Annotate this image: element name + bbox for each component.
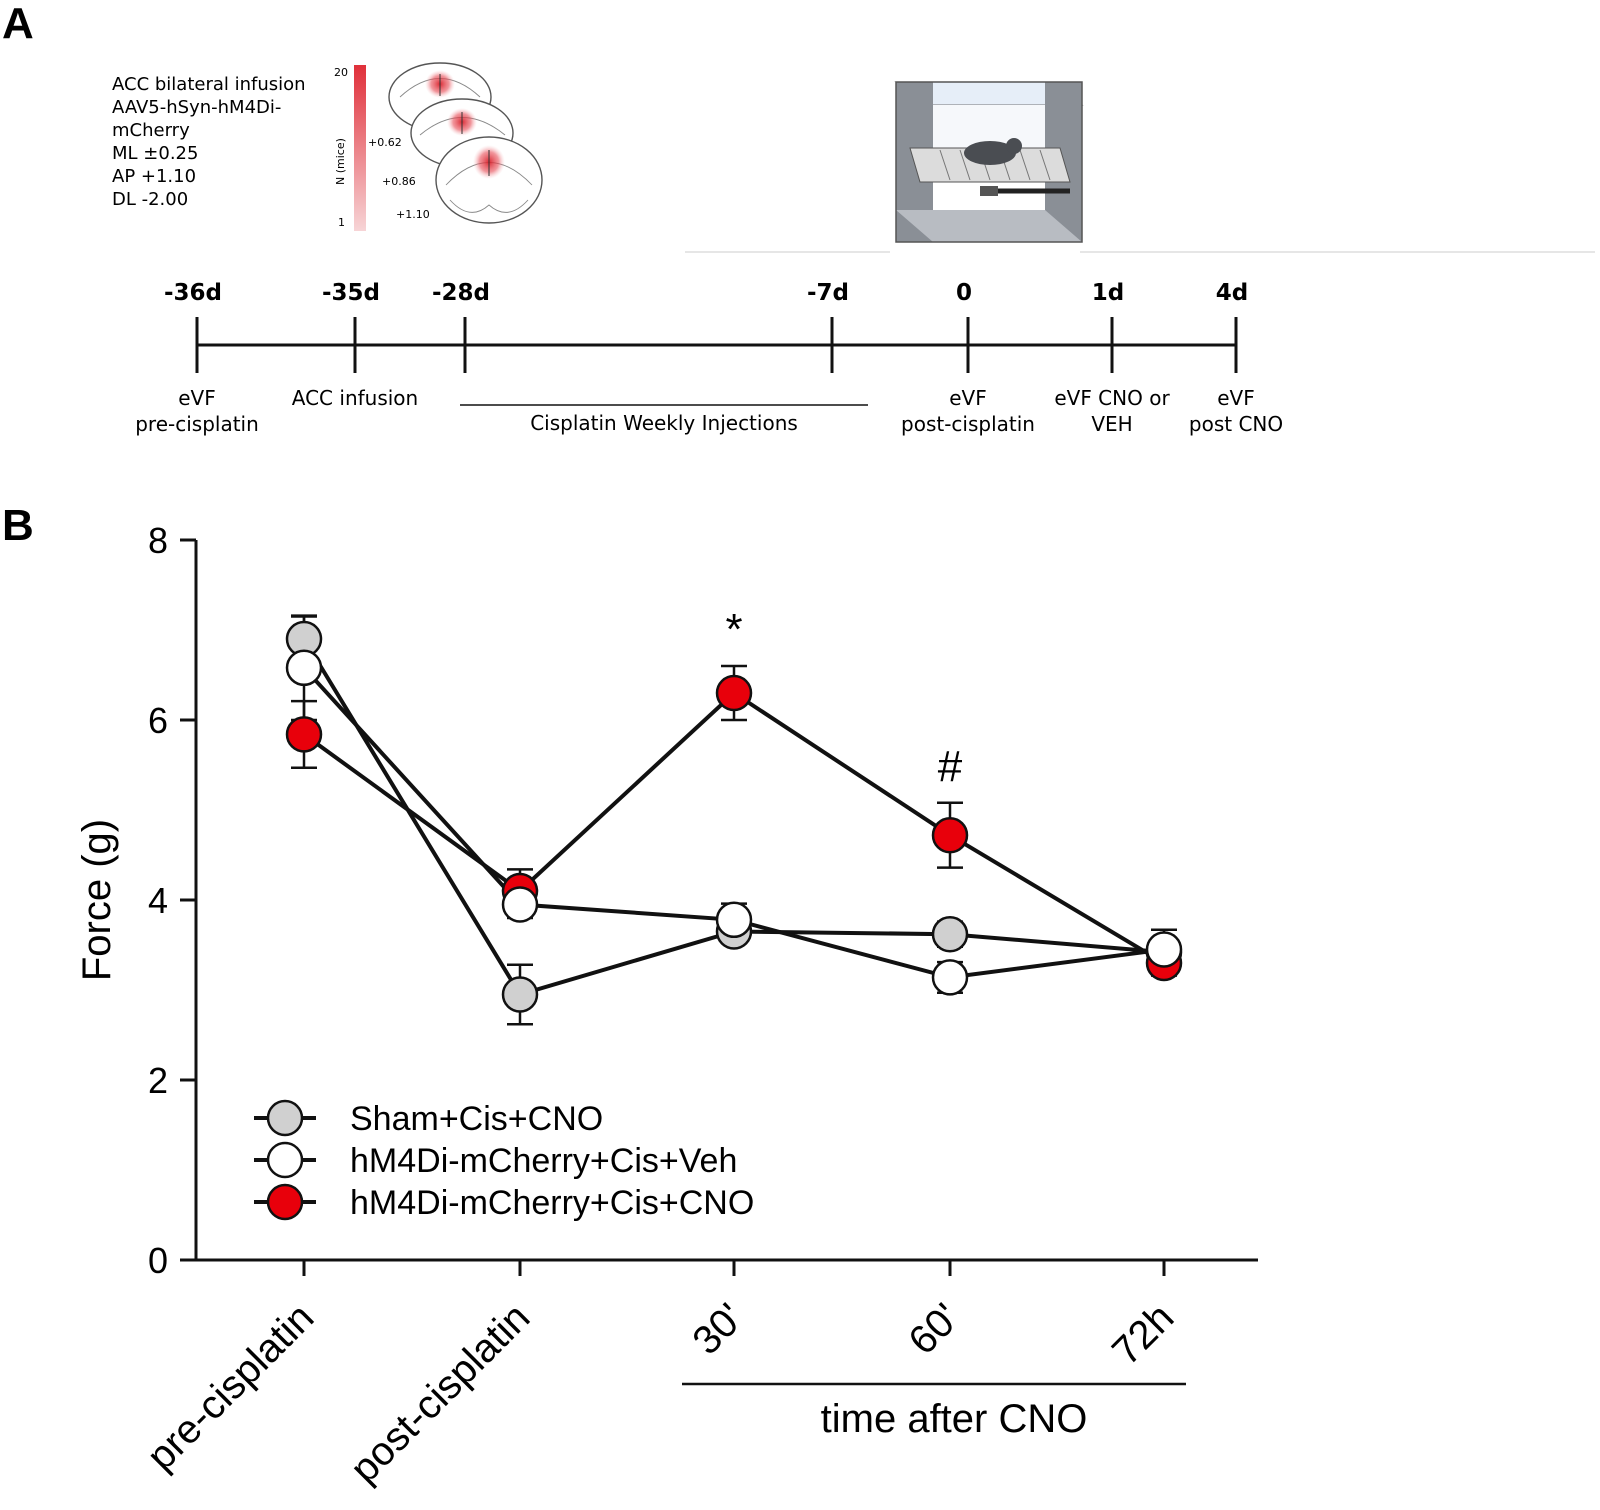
data-point — [285, 716, 323, 753]
line-chart: 0 2 4 6 8 Force (g) pre-cisplatin post-cisplati… — [75, 520, 1258, 1491]
x-group-label: time after CNO — [821, 1397, 1088, 1441]
timeline-event-label: eVF CNO or — [1054, 386, 1170, 410]
data-point — [715, 674, 753, 712]
legend-marker — [266, 1141, 304, 1179]
y-tick-label: 0 — [148, 1240, 168, 1281]
timeline-event-label: post CNO — [1189, 412, 1283, 436]
cisplatin-range-label: Cisplatin Weekly Injections — [530, 411, 798, 435]
timeline-event-label: eVF — [1217, 386, 1255, 410]
timeline-day-label: -35d — [322, 280, 380, 306]
protocol-line: ML ±0.25 — [112, 143, 198, 164]
protocol-line: AP +1.10 — [112, 166, 196, 187]
y-axis-label: Force (g) — [75, 819, 119, 981]
scale-axis-label: N (mice) — [334, 138, 347, 185]
significance-marker: # — [938, 742, 963, 791]
timeline-event-label: VEH — [1091, 412, 1132, 436]
significance-marker: * — [725, 605, 742, 654]
legend-label: hM4Di-mCherry+Cis+Veh — [350, 1142, 737, 1180]
legend-label: hM4Di-mCherry+Cis+CNO — [350, 1184, 754, 1222]
section-label: +1.10 — [396, 208, 430, 221]
x-tick-label: 72h — [1104, 1295, 1182, 1373]
heat-scale-bar — [354, 65, 366, 231]
timeline-day-label: -7d — [807, 280, 849, 306]
protocol-line: ACC bilateral infusion — [112, 74, 306, 95]
data-point — [931, 915, 969, 953]
data-point — [931, 959, 969, 996]
data-point — [1145, 931, 1183, 968]
timeline-event-label: eVF — [178, 386, 216, 410]
panel-letter-a: A — [2, 0, 34, 48]
x-tick-label: pre-cisplatin — [139, 1295, 323, 1479]
von-frey-apparatus-icon — [685, 81, 1595, 253]
y-tick-label: 8 — [148, 520, 168, 561]
scale-min-label: 1 — [338, 216, 345, 229]
data-point — [285, 649, 323, 687]
timeline-day-label: 4d — [1216, 280, 1248, 306]
timeline-event-label: pre-cisplatin — [135, 412, 259, 436]
y-tick-label: 6 — [148, 700, 168, 741]
timeline-event-label: ACC infusion — [292, 386, 418, 410]
timeline-day-label: -36d — [164, 280, 222, 306]
section-label: +0.62 — [368, 136, 402, 149]
timeline-day-label: 0 — [956, 280, 972, 306]
timeline-day-label: -28d — [432, 280, 490, 306]
y-tick-label: 4 — [148, 880, 168, 921]
data-point — [501, 886, 539, 923]
data-point — [715, 901, 753, 939]
scale-max-label: 20 — [334, 66, 348, 79]
protocol-line: DL -2.00 — [112, 189, 188, 210]
timeline-event-label: post-cisplatin — [901, 412, 1035, 436]
protocol-text: ACC bilateral infusion AAV5-hSyn-hM4Di- … — [112, 74, 306, 210]
x-tick-label: post-cisplatin — [342, 1295, 538, 1491]
y-tick-label: 2 — [148, 1060, 168, 1101]
timeline-event-label: eVF — [949, 386, 987, 410]
legend-marker — [266, 1099, 304, 1137]
x-tick-label: 30' — [684, 1295, 752, 1363]
protocol-line: mCherry — [112, 120, 190, 141]
brain-section-icon — [388, 62, 543, 224]
section-label: +0.86 — [382, 175, 416, 188]
legend-label: Sham+Cis+CNO — [350, 1100, 603, 1138]
data-point — [501, 976, 539, 1013]
protocol-line: AAV5-hSyn-hM4Di- — [112, 97, 281, 118]
panel-letter-b: B — [2, 501, 34, 550]
x-tick-label: 60' — [900, 1295, 968, 1363]
data-point — [931, 816, 969, 854]
timeline-day-label: 1d — [1092, 280, 1124, 306]
legend-marker — [266, 1183, 304, 1221]
